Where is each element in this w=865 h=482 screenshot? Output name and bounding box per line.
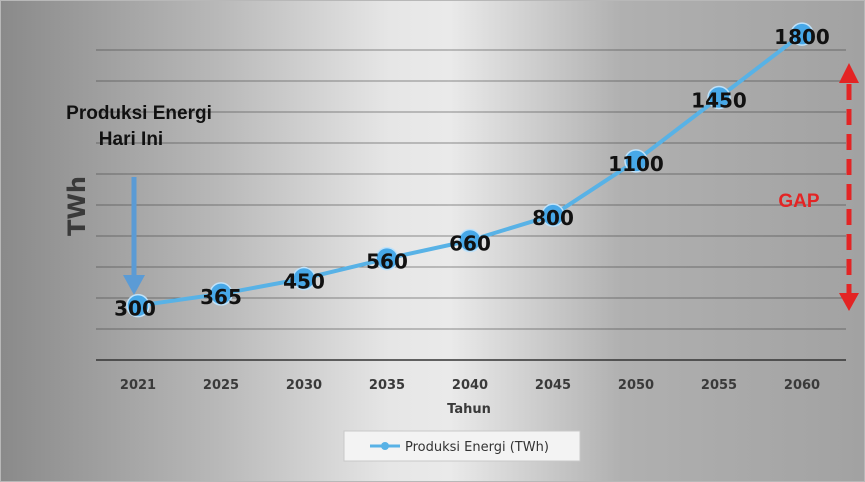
data-point [209,282,233,306]
today-arrow [123,177,145,295]
data-point [707,85,731,110]
y-axis-title: TWh [63,176,91,236]
x-tick-label: 2021 [120,378,156,393]
data-label: 450 [283,270,325,294]
x-axis-title: Tahun [447,402,491,417]
x-tick-label: 2050 [618,378,654,393]
x-tick-label: 2035 [369,378,405,393]
data-labels: 300 365 450 560 660 800 1100 1450 1800 [114,25,830,321]
legend-marker-icon [381,442,389,450]
x-tick-label: 2055 [701,378,737,393]
data-point [292,266,316,291]
x-tick-label: 2040 [452,378,488,393]
legend-label: Produksi Energi (TWh) [405,440,549,455]
today-annotation-line1: Produksi Energi [66,103,212,124]
data-label: 300 [114,297,156,321]
series-line-produksi-energi [137,32,804,308]
x-tick-label: 2060 [784,378,820,393]
data-label: 560 [366,250,408,274]
data-label: 660 [449,232,491,256]
gap-arrow [839,63,859,311]
x-tick-label: 2045 [535,378,571,393]
data-label: 1450 [691,88,747,112]
data-label: 1800 [774,25,830,49]
x-tick-label: 2025 [203,378,239,393]
data-point [458,228,482,253]
data-point [624,149,648,173]
data-label: 800 [532,206,574,230]
gap-label: GAP [778,191,820,212]
data-point [375,246,399,271]
x-tick-label: 2030 [286,378,322,393]
today-annotation-line2: Hari Ini [99,129,163,150]
data-point [541,203,565,227]
data-label: 365 [200,285,242,309]
data-label: 1100 [608,152,664,176]
legend: Produksi Energi (TWh) [343,430,581,462]
x-tick-labels: 2021 2025 2030 2035 2040 2045 2050 2055 2060 [120,378,820,393]
data-point [790,22,814,46]
data-point [126,293,150,318]
data-points [126,22,814,318]
